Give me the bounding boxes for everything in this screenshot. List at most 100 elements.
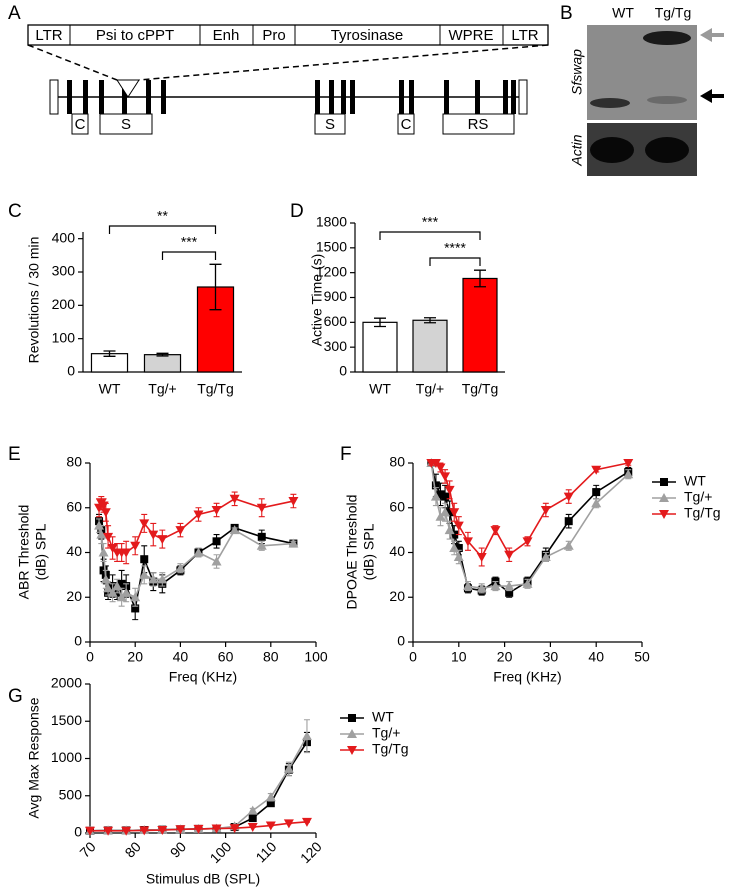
error-bar [424,317,436,324]
marker [193,824,204,834]
marker [454,544,463,553]
y-tick-label: 0 [67,363,75,379]
marker [256,540,267,550]
bar [362,321,398,373]
x-tick-label: 0 [409,649,417,665]
error-bar [156,352,169,357]
x-axis-label: Freq (KHz) [493,669,561,685]
marker [139,519,150,529]
y-tick-label: 40 [66,543,82,559]
y-tick-label: 300 [52,263,76,279]
arrow [700,28,724,42]
x-tick-label: 60 [218,649,234,665]
y-axis-label: Avg Max Response [26,697,42,818]
bar [462,277,498,373]
marker [283,819,294,829]
marker [229,525,240,535]
band [590,137,634,163]
y-tick-label: 60 [66,498,82,514]
blot [587,25,724,176]
y-tick-label: 80 [66,454,82,470]
series-line [89,741,308,832]
x-tick-label: 0 [86,649,94,665]
significance-label: *** [422,214,439,230]
marker [103,826,114,836]
segment-label: LTR [35,27,62,44]
x-tick-label: 40 [173,649,189,665]
significance-label: ** [157,208,168,224]
x-tick-label: Tg/Tg [197,381,234,397]
y-tick-label: 1500 [51,712,82,728]
exon [511,80,516,114]
x-tick-label: 20 [127,649,143,665]
marker [211,505,222,515]
marker [193,510,204,520]
marker [157,535,168,545]
y-tick-label: 40 [389,543,405,559]
y-tick-label: 1800 [316,214,347,230]
marker [96,529,107,539]
marker [98,547,109,557]
significance-bracket [429,257,481,266]
marker [100,508,111,518]
domain-box [99,113,153,135]
marker [623,459,634,468]
marker [157,574,168,584]
marker [591,465,602,475]
marker [121,826,132,836]
y-tick-label: 60 [389,498,405,514]
legend-marker [659,510,669,519]
bar [143,354,182,373]
marker [175,526,186,536]
marker [490,581,501,591]
x-tick-label: 80 [263,649,279,665]
construct: LTR Psi to cPPT Enh Pro Tyrosinase WPRE … [27,24,549,81]
x-tick-label: 50 [634,649,650,665]
panel-label: B [560,3,573,24]
gene-map: C S S C RS [49,79,528,135]
marker [130,592,141,602]
marker [140,555,149,564]
significance-label: *** [181,234,198,250]
panel-label: A [8,3,21,24]
marker [288,538,299,548]
legend-label: Tg/+ [372,725,400,741]
y-axis-label: Active Time (s) [309,254,325,347]
series-line [89,735,308,832]
exon [99,80,104,114]
exon [329,80,334,114]
marker [591,498,602,508]
marker [131,604,140,613]
y-tick-label: 300 [324,338,348,354]
bar [412,319,448,373]
row-label: Actin [569,134,585,166]
exon [83,80,88,114]
legend-marker [659,493,669,502]
y-tick-label: 500 [59,786,83,802]
marker [148,574,159,584]
y-tick-label: 900 [324,288,348,304]
marker [453,551,464,561]
legend-marker [348,714,356,722]
x-tick-label: 10 [451,649,467,665]
domain-box [71,113,89,135]
marker [301,817,312,827]
marker [211,824,222,834]
insertion-site [116,79,140,98]
construct-box [27,24,549,46]
domain-label: RS [468,116,489,133]
exon [341,80,346,114]
y-axis-label: (dB) SPL [361,523,377,580]
y-tick-label: 1000 [51,749,82,765]
exon [122,80,127,114]
exons [67,80,516,114]
legend-marker [660,478,668,486]
panel-label: C [8,201,22,222]
band [647,96,687,104]
marker [229,824,240,834]
y-tick-label: 0 [339,363,347,379]
marker [436,490,445,499]
x-tick-label: Tg/Tg [462,381,499,397]
error-bar [474,269,486,288]
